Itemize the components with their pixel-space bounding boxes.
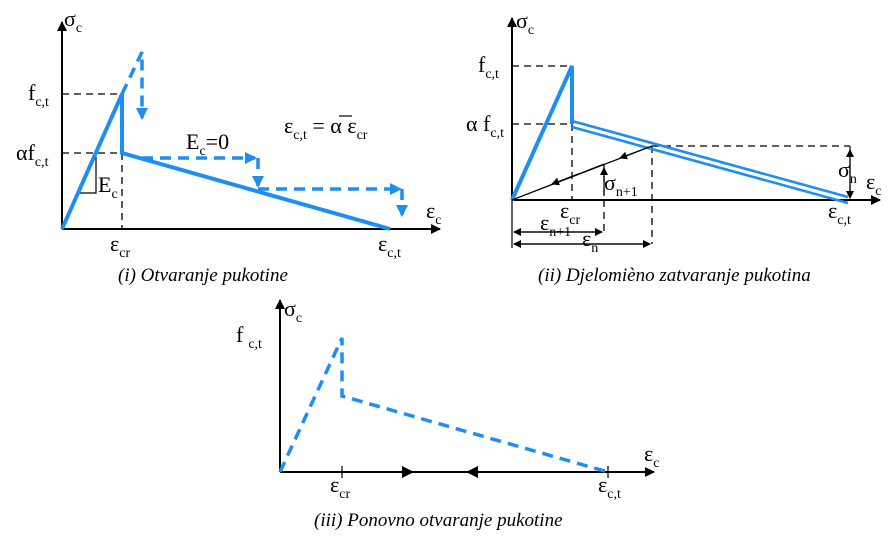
- p2-ft-label: fc,t: [478, 52, 499, 82]
- p2-eps-label: εc: [866, 169, 881, 199]
- p3-arrow-left: [466, 466, 478, 478]
- p2-sigma-n-label: σn: [838, 157, 857, 187]
- p2-softening-outer: [571, 119, 849, 199]
- p3-eps-label: εc: [644, 441, 659, 471]
- p1-eps-ct-equation: εc,t = α εcr: [284, 113, 368, 143]
- p3-arrow-right: [402, 466, 414, 478]
- p2-unload-arrow-1: [619, 145, 653, 160]
- p3-reopening-path: [278, 337, 609, 474]
- p2-eps-n-label: εn: [582, 226, 598, 256]
- p3-ecr-tick-label: εcr: [330, 472, 350, 502]
- p2-sigma-label: σc: [516, 8, 534, 38]
- p3-ft-label: f c,t: [236, 322, 262, 352]
- p2-eps-n1-label: εn+1: [540, 210, 571, 240]
- p2-ecr-tick-label: εcr: [560, 198, 580, 228]
- panel-reopening: σc f c,t εc εcr εc,t (iii) Ponovno otvara…: [236, 296, 659, 531]
- p3-sigma-label: σc: [284, 296, 302, 326]
- panel-partial-closing: σc fc,t α fc,t σn+1 σn εc εcr εc,t εn+1 …: [466, 8, 881, 286]
- p1-slope-triangle: [80, 157, 97, 194]
- p1-ect-tick-label: εc,t: [378, 231, 401, 261]
- p1-ecr-tick-label: εcr: [110, 231, 130, 261]
- panel-opening: σc εc fc,t αfc,t Ec Ec=0 εc,t = α εcr εc…: [16, 6, 441, 286]
- p1-softening-curve: [60, 93, 391, 231]
- p2-softening-inner: [571, 125, 849, 205]
- p1-ft-label: fc,t: [28, 80, 49, 110]
- p1-eps-label: εc: [426, 198, 441, 228]
- p2-ascending-curve: [510, 65, 574, 201]
- p3-caption: (iii) Ponovno otvaranje pukotine: [314, 510, 563, 531]
- p1-caption: (i) Otvaranje pukotine: [118, 265, 288, 286]
- p2-alpha-ft-label: α fc,t: [466, 111, 504, 141]
- p2-caption: (ii) Djelomièno zatvaranje pukotina: [538, 265, 811, 286]
- p3-ect-tick-label: εc,t: [598, 472, 621, 502]
- p1-dash-peak: [120, 51, 148, 120]
- p2-unload-arrow-2: [551, 173, 579, 186]
- p1-ec-zero-label: Ec=0: [186, 129, 229, 159]
- p1-alpha-ft-label: αfc,t: [16, 140, 49, 170]
- p2-sigma-n1-label: σn+1: [604, 170, 638, 200]
- p1-sigma-label: σc: [64, 6, 82, 36]
- p1-ec-label: Ec: [98, 172, 118, 202]
- p2-ect-tick-label: εc,t: [828, 198, 851, 228]
